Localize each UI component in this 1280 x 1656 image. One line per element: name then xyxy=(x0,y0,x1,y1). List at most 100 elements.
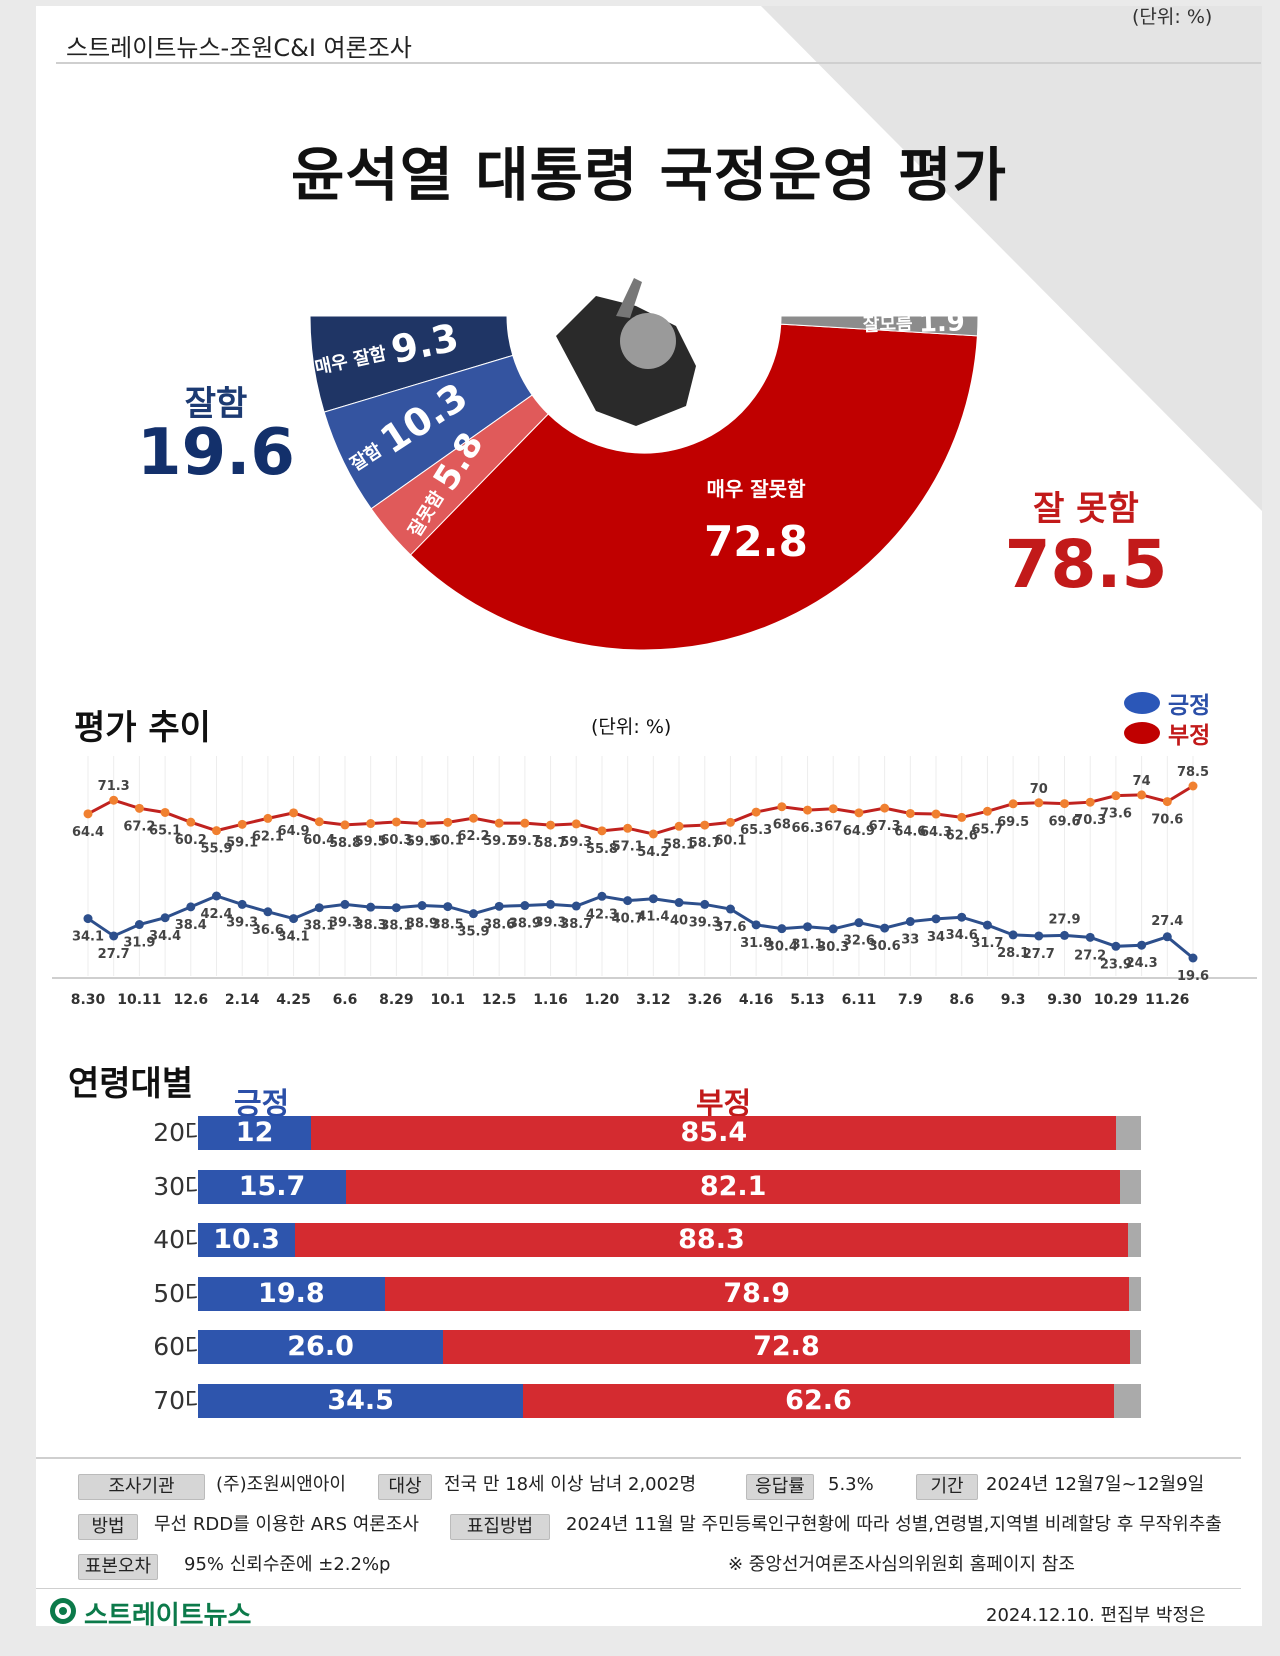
x-tick-label: 8.6 xyxy=(949,992,974,1008)
divider xyxy=(36,1588,1241,1589)
age-title: 연령대별 xyxy=(68,1064,194,1104)
data-point xyxy=(494,901,504,911)
age-label: 30대 xyxy=(153,1171,208,1201)
x-tick-label: 1.20 xyxy=(585,992,620,1008)
pie-slice xyxy=(409,323,978,651)
data-label: 65.7 xyxy=(971,822,1003,837)
data-label: 54.2 xyxy=(637,845,669,860)
data-label: 73.6 xyxy=(1100,807,1132,822)
data-label: 78.5 xyxy=(1177,765,1209,780)
trend-line-chart: 64.471.367.265.160.255.959.162.164.960.4… xyxy=(52,756,1257,1008)
bar-other xyxy=(1128,1276,1141,1311)
x-tick-label: 4.16 xyxy=(739,992,774,1008)
note-source: ※ 중앙선거여론조사심의위원회 홈페이지 참조 xyxy=(728,1554,1075,1575)
age-label: 40대 xyxy=(153,1225,208,1254)
data-label: 65.3 xyxy=(740,823,772,838)
data-point xyxy=(957,912,967,922)
x-tick-label: 11.26 xyxy=(1145,992,1189,1008)
data-label: 34 xyxy=(927,930,945,945)
tag-sampling: 표집방법 xyxy=(450,1514,550,1540)
data-point xyxy=(623,823,633,833)
unit-label-top: (단위: %) xyxy=(1132,6,1213,28)
data-point xyxy=(366,902,376,912)
data-point xyxy=(1137,790,1147,800)
data-point xyxy=(443,817,453,827)
value-period: 2024년 12월7일~12월9일 xyxy=(986,1474,1205,1495)
data-point xyxy=(931,809,941,819)
data-label: 40 xyxy=(670,914,688,929)
data-label: 55.9 xyxy=(200,842,232,857)
x-tick-label: 2.14 xyxy=(225,992,260,1008)
x-tick-label: 12.6 xyxy=(174,992,209,1008)
x-tick-label: 3.12 xyxy=(636,992,671,1008)
data-label: 28.1 xyxy=(997,946,1029,961)
bar-positive: 34.5 xyxy=(198,1383,524,1418)
data-point xyxy=(597,826,607,836)
data-point xyxy=(546,899,556,909)
bar-other xyxy=(1116,1116,1141,1150)
source-title: 스트레이트뉴스-조원C&I 여론조사 xyxy=(66,34,412,62)
trend-unit: (단위: %) xyxy=(591,716,672,738)
bar-negative: 72.8 xyxy=(443,1330,1130,1364)
data-label: 74 xyxy=(1133,774,1151,789)
data-point xyxy=(1034,931,1044,941)
data-label: 58.1 xyxy=(663,837,695,852)
logo-icon xyxy=(50,1598,76,1624)
data-point xyxy=(366,819,376,829)
x-tick-label: 12.5 xyxy=(482,992,517,1008)
data-label: 42.3 xyxy=(586,907,618,922)
data-label: 59.5 xyxy=(355,835,387,850)
data-point xyxy=(109,931,119,941)
data-point xyxy=(186,902,196,912)
data-point xyxy=(1085,932,1095,942)
data-point xyxy=(186,817,196,827)
divider xyxy=(56,62,1261,64)
data-label: 60.2 xyxy=(175,833,207,848)
data-point xyxy=(1008,930,1018,940)
data-point xyxy=(571,819,581,829)
x-tick-label: 8.30 xyxy=(71,992,106,1008)
age-row: 60대 26.0 72.8 xyxy=(36,1330,1262,1364)
x-tick-label: 10.1 xyxy=(430,992,465,1008)
legend-negative-label: 부정 xyxy=(1168,723,1211,749)
data-point xyxy=(468,813,478,823)
data-label: 31.9 xyxy=(123,936,155,951)
data-point xyxy=(160,913,170,923)
data-point xyxy=(1008,799,1018,809)
legend-negative-swatch xyxy=(1124,722,1160,744)
data-label: 66.3 xyxy=(791,821,823,836)
data-label: 38.7 xyxy=(560,917,592,932)
data-point xyxy=(314,817,324,827)
data-point xyxy=(623,896,633,906)
data-point xyxy=(391,817,401,827)
data-point xyxy=(597,891,607,901)
data-label: 58.7 xyxy=(535,836,567,851)
data-point xyxy=(1137,940,1147,950)
date-credit: 2024.12.10. 편집부 박정은 xyxy=(986,1605,1206,1626)
tag-target: 대상 xyxy=(378,1474,432,1500)
data-point xyxy=(468,909,478,919)
data-label: 71.3 xyxy=(98,779,130,794)
pie-slice-value: 72.8 xyxy=(704,517,808,566)
data-label: 67.3 xyxy=(869,819,901,834)
data-point xyxy=(263,907,273,917)
data-label: 35.9 xyxy=(457,925,489,940)
data-point xyxy=(160,807,170,817)
data-point xyxy=(648,894,658,904)
data-label: 60.1 xyxy=(714,833,746,848)
bar-other xyxy=(1129,1330,1141,1364)
data-label: 64.9 xyxy=(843,824,875,839)
data-point xyxy=(83,914,93,924)
data-label: 30.3 xyxy=(817,940,849,955)
data-label: 40.7 xyxy=(612,912,644,927)
data-label: 27.7 xyxy=(1023,947,1055,962)
pie-slice-label: 잘모름 1.9 xyxy=(862,307,965,341)
age-row: 20대 12 85.4 xyxy=(36,1116,1262,1150)
data-label: 39.3 xyxy=(535,915,567,930)
data-label: 58.8 xyxy=(329,836,361,851)
data-label: 32.6 xyxy=(843,934,875,949)
data-label: 31.7 xyxy=(971,936,1003,951)
data-point xyxy=(289,808,299,818)
x-tick-label: 5.13 xyxy=(790,992,825,1008)
data-label: 39.3 xyxy=(226,915,258,930)
